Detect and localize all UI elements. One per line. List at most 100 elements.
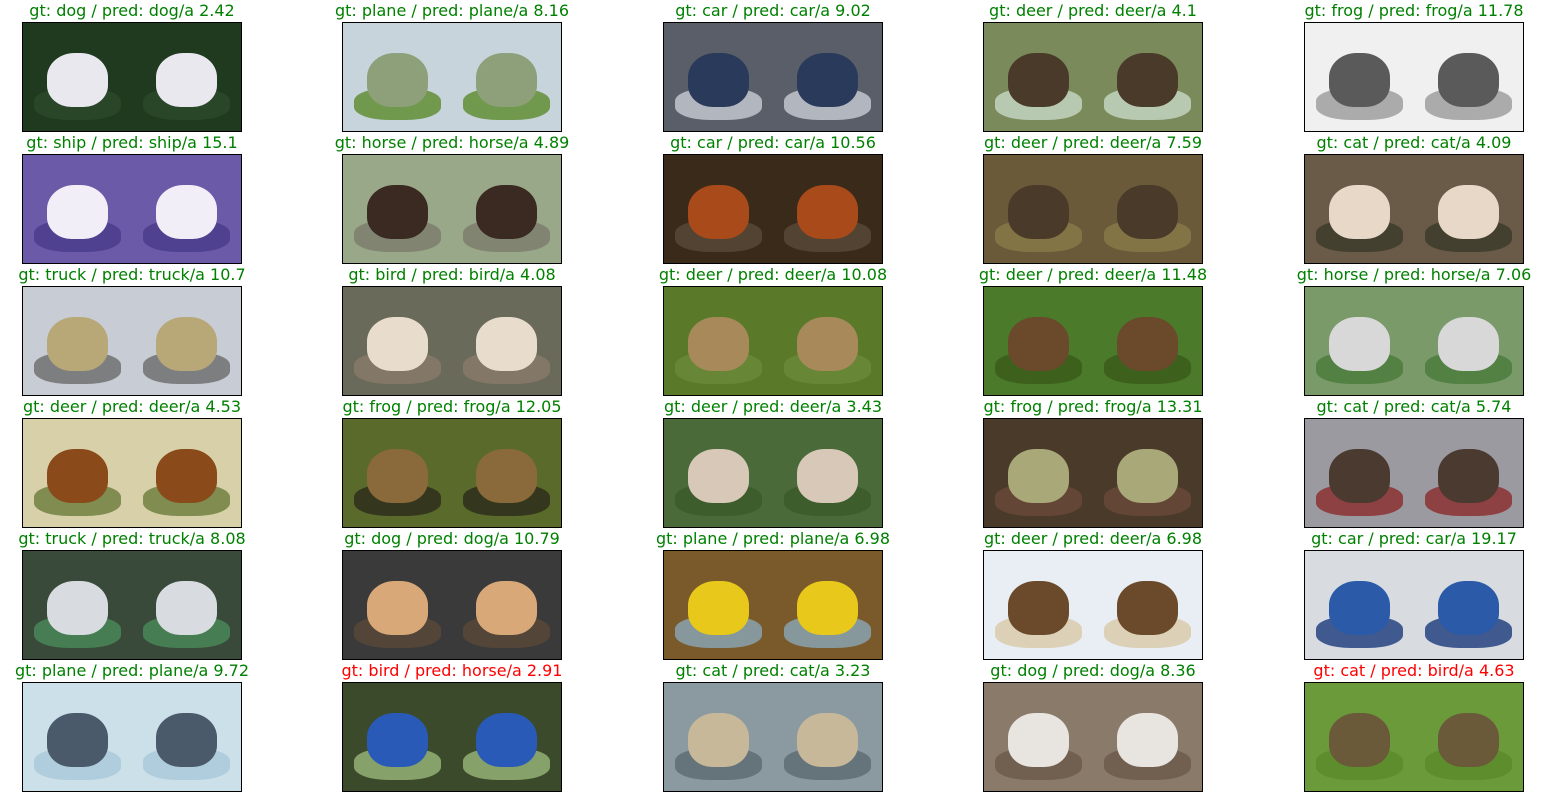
image-right-half (132, 23, 241, 131)
sample-image (663, 550, 883, 660)
cell-title: gt: cat / pred: cat/a 3.23 (675, 661, 871, 680)
grid-cell: gt: cat / pred: cat/a 5.74 (1254, 396, 1545, 528)
image-subject (1328, 317, 1390, 372)
image-left-half (23, 155, 132, 263)
sample-image (22, 286, 242, 396)
image-left-half (984, 23, 1093, 131)
image-left-half (1305, 683, 1414, 791)
image-subject (46, 53, 108, 108)
sample-image (983, 154, 1203, 264)
image-subject (1437, 53, 1499, 108)
sample-image (1304, 418, 1524, 528)
grid-cell: gt: plane / pred: plane/a 6.98 (613, 528, 933, 660)
cell-title: gt: deer / pred: deer/a 10.08 (658, 265, 888, 284)
image-subject (1328, 185, 1390, 240)
cell-title: gt: car / pred: car/a 10.56 (670, 133, 876, 152)
image-subject (687, 449, 749, 504)
image-subject (1328, 449, 1390, 504)
image-left-half (23, 683, 132, 791)
cell-title: gt: dog / pred: dog/a 2.42 (29, 1, 235, 20)
image-left-half (664, 287, 773, 395)
cell-title: gt: deer / pred: deer/a 11.48 (978, 265, 1208, 284)
image-subject (1007, 317, 1069, 372)
image-subject (1437, 449, 1499, 504)
image-subject (1116, 317, 1178, 372)
image-subject (155, 581, 217, 636)
cell-title: gt: cat / pred: cat/a 5.74 (1316, 397, 1512, 416)
cell-title: gt: plane / pred: plane/a 6.98 (655, 529, 890, 548)
image-subject (796, 53, 858, 108)
grid-cell: gt: bird / pred: bird/a 4.08 (292, 264, 612, 396)
image-subject (1007, 449, 1069, 504)
image-subject (46, 581, 108, 636)
cell-title: gt: truck / pred: truck/a 10.7 (18, 265, 246, 284)
cell-title: gt: horse / pred: horse/a 7.06 (1296, 265, 1532, 284)
image-subject (155, 713, 217, 768)
cell-title: gt: car / pred: car/a 9.02 (675, 1, 871, 20)
grid-cell: gt: car / pred: car/a 9.02 (613, 0, 933, 132)
grid-cell: gt: cat / pred: bird/a 4.63 (1254, 660, 1545, 792)
image-subject (687, 713, 749, 768)
cell-title: gt: car / pred: car/a 19.17 (1311, 529, 1517, 548)
image-subject (475, 317, 537, 372)
grid-cell: gt: frog / pred: frog/a 11.78 (1254, 0, 1545, 132)
sample-image (1304, 22, 1524, 132)
image-right-half (773, 419, 882, 527)
image-subject (687, 53, 749, 108)
image-left-half (984, 155, 1093, 263)
image-subject (1328, 53, 1390, 108)
image-right-half (773, 287, 882, 395)
image-left-half (23, 23, 132, 131)
sample-image (22, 682, 242, 792)
grid-cell: gt: truck / pred: truck/a 8.08 (0, 528, 292, 660)
sample-image (342, 22, 562, 132)
grid-cell: gt: deer / pred: deer/a 7.59 (933, 132, 1253, 264)
image-subject (1116, 449, 1178, 504)
image-subject (475, 53, 537, 108)
image-subject (366, 713, 428, 768)
image-subject (687, 185, 749, 240)
image-subject (1116, 581, 1178, 636)
image-right-half (132, 683, 241, 791)
image-subject (46, 449, 108, 504)
sample-image (1304, 286, 1524, 396)
sample-image (342, 682, 562, 792)
image-subject (1328, 581, 1390, 636)
grid-cell: gt: plane / pred: plane/a 8.16 (292, 0, 612, 132)
image-right-half (1414, 287, 1523, 395)
image-left-half (343, 155, 452, 263)
sample-image (342, 154, 562, 264)
image-left-half (1305, 155, 1414, 263)
image-subject (687, 581, 749, 636)
cell-title: gt: frog / pred: frog/a 12.05 (342, 397, 562, 416)
image-right-half (1414, 155, 1523, 263)
cell-title: gt: frog / pred: frog/a 13.31 (983, 397, 1203, 416)
image-subject (475, 449, 537, 504)
grid-cell: gt: frog / pred: frog/a 12.05 (292, 396, 612, 528)
cell-title: gt: ship / pred: ship/a 15.1 (26, 133, 238, 152)
image-subject (46, 713, 108, 768)
image-right-half (452, 683, 561, 791)
image-subject (1007, 713, 1069, 768)
cell-title: gt: dog / pred: dog/a 10.79 (344, 529, 560, 548)
sample-image (22, 154, 242, 264)
cell-title: gt: deer / pred: deer/a 6.98 (983, 529, 1203, 548)
image-right-half (773, 155, 882, 263)
image-left-half (23, 287, 132, 395)
image-subject (475, 713, 537, 768)
sample-image (983, 682, 1203, 792)
cell-title: gt: bird / pred: bird/a 4.08 (348, 265, 556, 284)
image-left-half (984, 551, 1093, 659)
sample-image (663, 682, 883, 792)
sample-image (983, 550, 1203, 660)
sample-image (342, 418, 562, 528)
image-subject (366, 449, 428, 504)
image-left-half (23, 419, 132, 527)
cell-title: gt: deer / pred: deer/a 3.43 (663, 397, 883, 416)
image-subject (1116, 185, 1178, 240)
image-subject (155, 53, 217, 108)
image-right-half (132, 155, 241, 263)
cell-title: gt: truck / pred: truck/a 8.08 (18, 529, 246, 548)
image-right-half (1093, 23, 1202, 131)
